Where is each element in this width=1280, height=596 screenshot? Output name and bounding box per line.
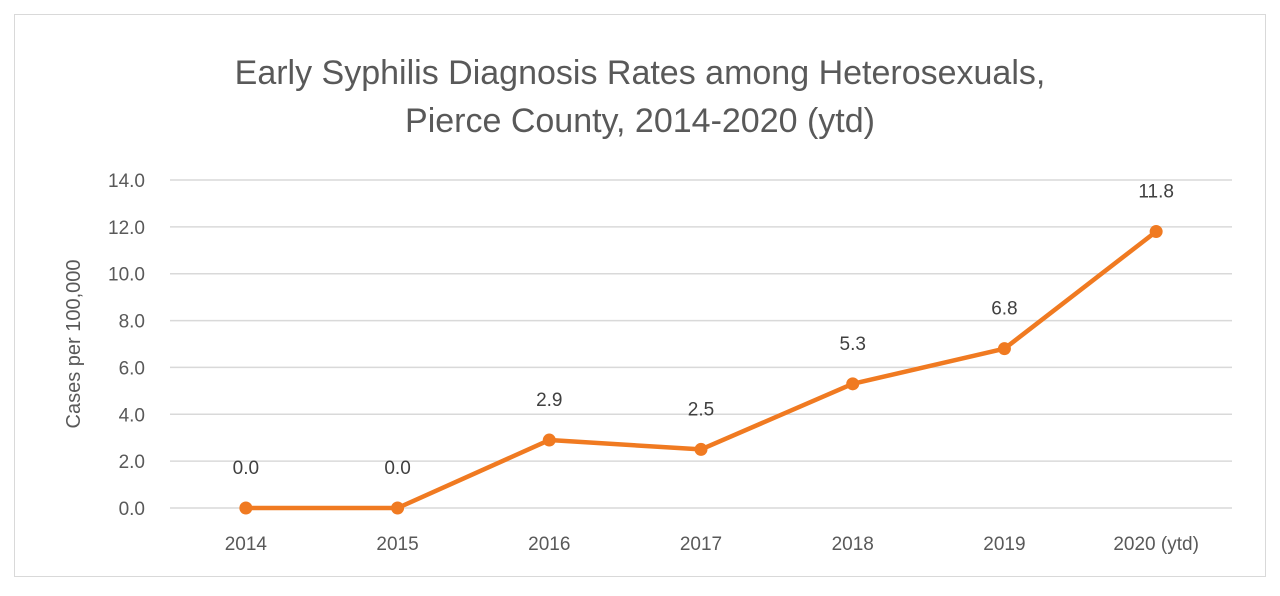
y-tick-label: 10.0 [108, 265, 145, 286]
data-label: 0.0 [384, 458, 410, 479]
data-point [542, 433, 556, 447]
chart-title-line-2: Pierce County, 2014-2020 (ytd) [405, 102, 875, 140]
data-label: 5.3 [840, 334, 866, 355]
data-point [239, 501, 253, 515]
y-tick-label: 6.0 [119, 358, 145, 379]
data-label: 6.8 [991, 299, 1017, 320]
data-point [694, 442, 708, 456]
x-tick-label: 2015 [376, 534, 418, 555]
data-label: 2.9 [536, 390, 562, 411]
data-point [846, 377, 860, 391]
x-tick-label: 2016 [528, 534, 570, 555]
x-tick-label: 2018 [832, 534, 874, 555]
y-axis-label: Cases per 100,000 [63, 259, 85, 428]
data-label: 0.0 [233, 458, 259, 479]
y-tick-label: 2.0 [119, 452, 145, 473]
x-tick-label: 2019 [983, 534, 1025, 555]
data-label: 11.8 [1138, 182, 1174, 203]
y-tick-label: 8.0 [119, 312, 145, 333]
x-tick-label: 2020 (ytd) [1113, 534, 1199, 555]
data-point [391, 501, 405, 515]
data-point [997, 342, 1011, 356]
data-label: 2.5 [688, 399, 714, 420]
y-tick-label: 0.0 [119, 499, 145, 520]
chart-title-line-1: Early Syphilis Diagnosis Rates among Het… [235, 54, 1046, 92]
chart-frame [14, 14, 1266, 577]
y-tick-label: 14.0 [108, 171, 145, 192]
y-tick-label: 12.0 [108, 218, 145, 239]
x-tick-label: 2017 [680, 534, 722, 555]
data-point [1149, 225, 1163, 239]
y-tick-label: 4.0 [119, 405, 145, 426]
x-tick-label: 2014 [225, 534, 268, 555]
